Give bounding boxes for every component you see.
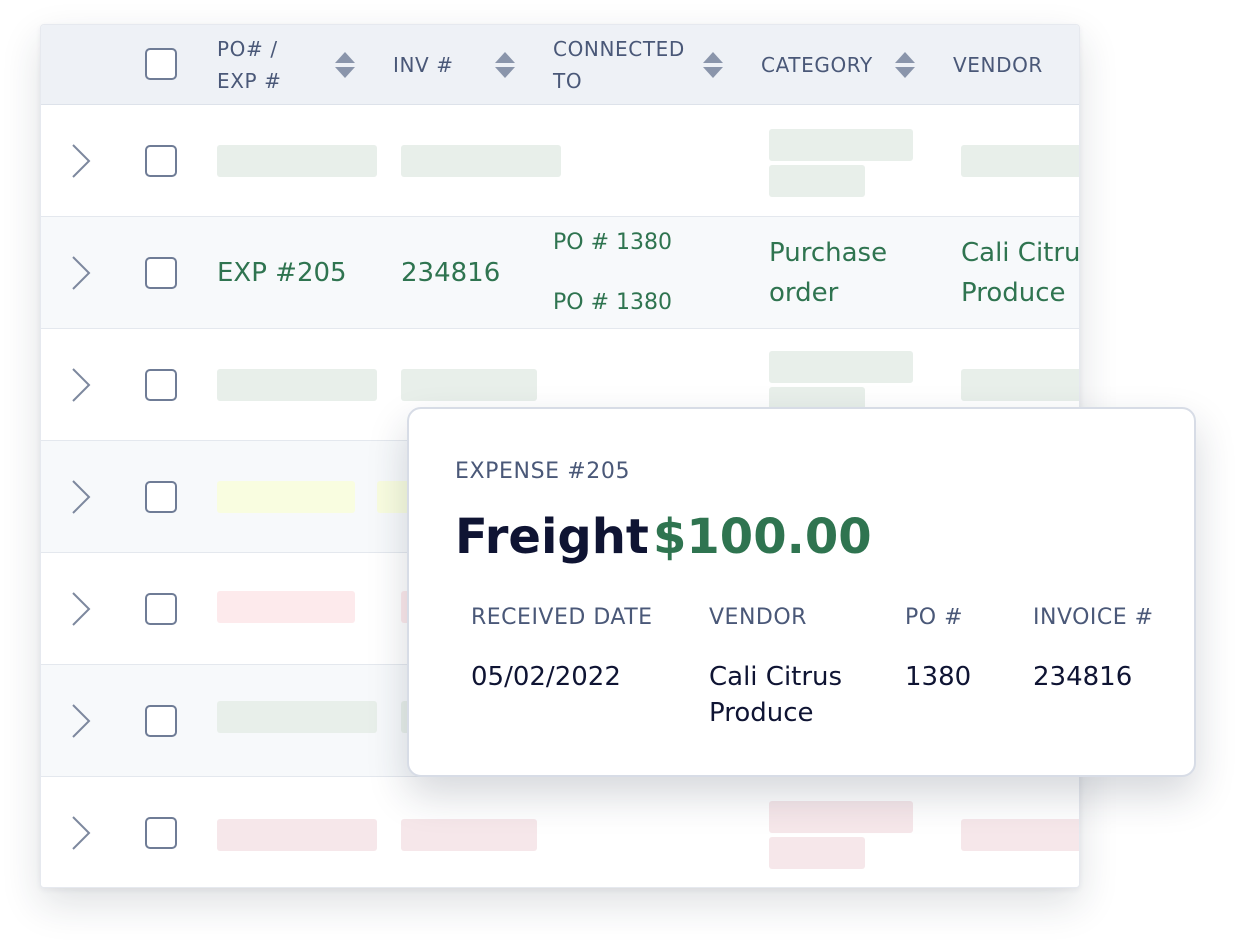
expense-amount: $100.00 bbox=[653, 509, 872, 565]
placeholder-bar bbox=[769, 165, 865, 197]
column-header-connected-to[interactable]: CONNECTED TO bbox=[553, 33, 685, 97]
table-row[interactable] bbox=[41, 105, 1079, 217]
placeholder-bar bbox=[769, 837, 865, 869]
row-checkbox[interactable] bbox=[145, 369, 177, 401]
inv-cell: 234816 bbox=[401, 258, 501, 288]
placeholder-bar bbox=[961, 819, 1079, 851]
vendor-value: Cali Citrus Produce bbox=[709, 662, 843, 728]
column-header-po-exp-line2: EXP # bbox=[217, 69, 282, 93]
placeholder-bar bbox=[217, 819, 377, 851]
placeholder-bar bbox=[401, 145, 561, 177]
placeholder-bar bbox=[217, 145, 377, 177]
placeholder-bar bbox=[769, 129, 913, 161]
chevron-right-icon[interactable] bbox=[69, 703, 93, 739]
row-checkbox[interactable] bbox=[145, 481, 177, 513]
placeholder-bar bbox=[769, 801, 913, 833]
category-cell-line1: Purchase bbox=[769, 238, 888, 268]
table-row[interactable] bbox=[41, 777, 1079, 887]
expense-detail-popover: EXPENSE #205 Freight $100.00 RECEIVED DA… bbox=[407, 407, 1196, 777]
select-all-checkbox[interactable] bbox=[145, 48, 177, 80]
received-date-value: 05/02/2022 bbox=[471, 662, 621, 692]
connected-to-link[interactable]: PO # 1380 bbox=[553, 230, 672, 255]
row-checkbox[interactable] bbox=[145, 817, 177, 849]
table-row-expense-205[interactable]: EXP #205 234816 PO # 1380 PO # 1380 Purc… bbox=[41, 217, 1079, 329]
vendor-header: VENDOR bbox=[709, 605, 807, 630]
placeholder-bar bbox=[769, 351, 913, 383]
placeholder-bar bbox=[961, 369, 1079, 401]
chevron-right-icon[interactable] bbox=[69, 479, 93, 515]
invoice-number-header: INVOICE # bbox=[1033, 605, 1154, 630]
row-checkbox[interactable] bbox=[145, 705, 177, 737]
column-header-po-exp[interactable]: PO# / EXP # bbox=[217, 33, 282, 97]
row-checkbox[interactable] bbox=[145, 257, 177, 289]
placeholder-bar bbox=[401, 369, 537, 401]
placeholder-bar bbox=[217, 701, 377, 733]
category-cell-line2: order bbox=[769, 278, 839, 308]
column-header-inv[interactable]: INV # bbox=[393, 53, 454, 77]
table-header: PO# / EXP # INV # CONNECTED TO CATEGORY … bbox=[41, 25, 1079, 105]
chevron-right-icon[interactable] bbox=[69, 143, 93, 179]
column-header-connected-to-line2: TO bbox=[553, 69, 583, 93]
po-exp-cell[interactable]: EXP #205 bbox=[217, 258, 347, 288]
received-date-header: RECEIVED DATE bbox=[471, 605, 653, 630]
column-header-po-exp-line1: PO# / bbox=[217, 37, 278, 61]
connected-to-link[interactable]: PO # 1380 bbox=[553, 290, 672, 315]
chevron-right-icon[interactable] bbox=[69, 591, 93, 627]
column-header-vendor[interactable]: VENDOR bbox=[953, 53, 1043, 77]
chevron-right-icon[interactable] bbox=[69, 367, 93, 403]
sort-icon[interactable] bbox=[335, 52, 355, 78]
sort-icon[interactable] bbox=[703, 52, 723, 78]
chevron-right-icon[interactable] bbox=[69, 815, 93, 851]
placeholder-bar bbox=[217, 481, 355, 513]
sort-icon[interactable] bbox=[495, 52, 515, 78]
vendor-cell-line1: Cali Citrus bbox=[961, 238, 1080, 268]
expense-label: EXPENSE #205 bbox=[455, 459, 631, 484]
placeholder-bar bbox=[217, 591, 355, 623]
placeholder-bar bbox=[961, 145, 1079, 177]
expense-title: Freight bbox=[455, 509, 649, 565]
placeholder-bar bbox=[401, 819, 537, 851]
invoice-number-value: 234816 bbox=[1033, 662, 1133, 692]
vendor-cell-line2: Produce bbox=[961, 278, 1066, 308]
po-number-header: PO # bbox=[905, 605, 964, 630]
sort-icon[interactable] bbox=[895, 52, 915, 78]
column-header-category[interactable]: CATEGORY bbox=[761, 53, 873, 77]
row-checkbox[interactable] bbox=[145, 593, 177, 625]
column-header-connected-to-line1: CONNECTED bbox=[553, 37, 685, 61]
chevron-right-icon[interactable] bbox=[69, 255, 93, 291]
placeholder-bar bbox=[217, 369, 377, 401]
row-checkbox[interactable] bbox=[145, 145, 177, 177]
po-number-value: 1380 bbox=[905, 662, 972, 692]
